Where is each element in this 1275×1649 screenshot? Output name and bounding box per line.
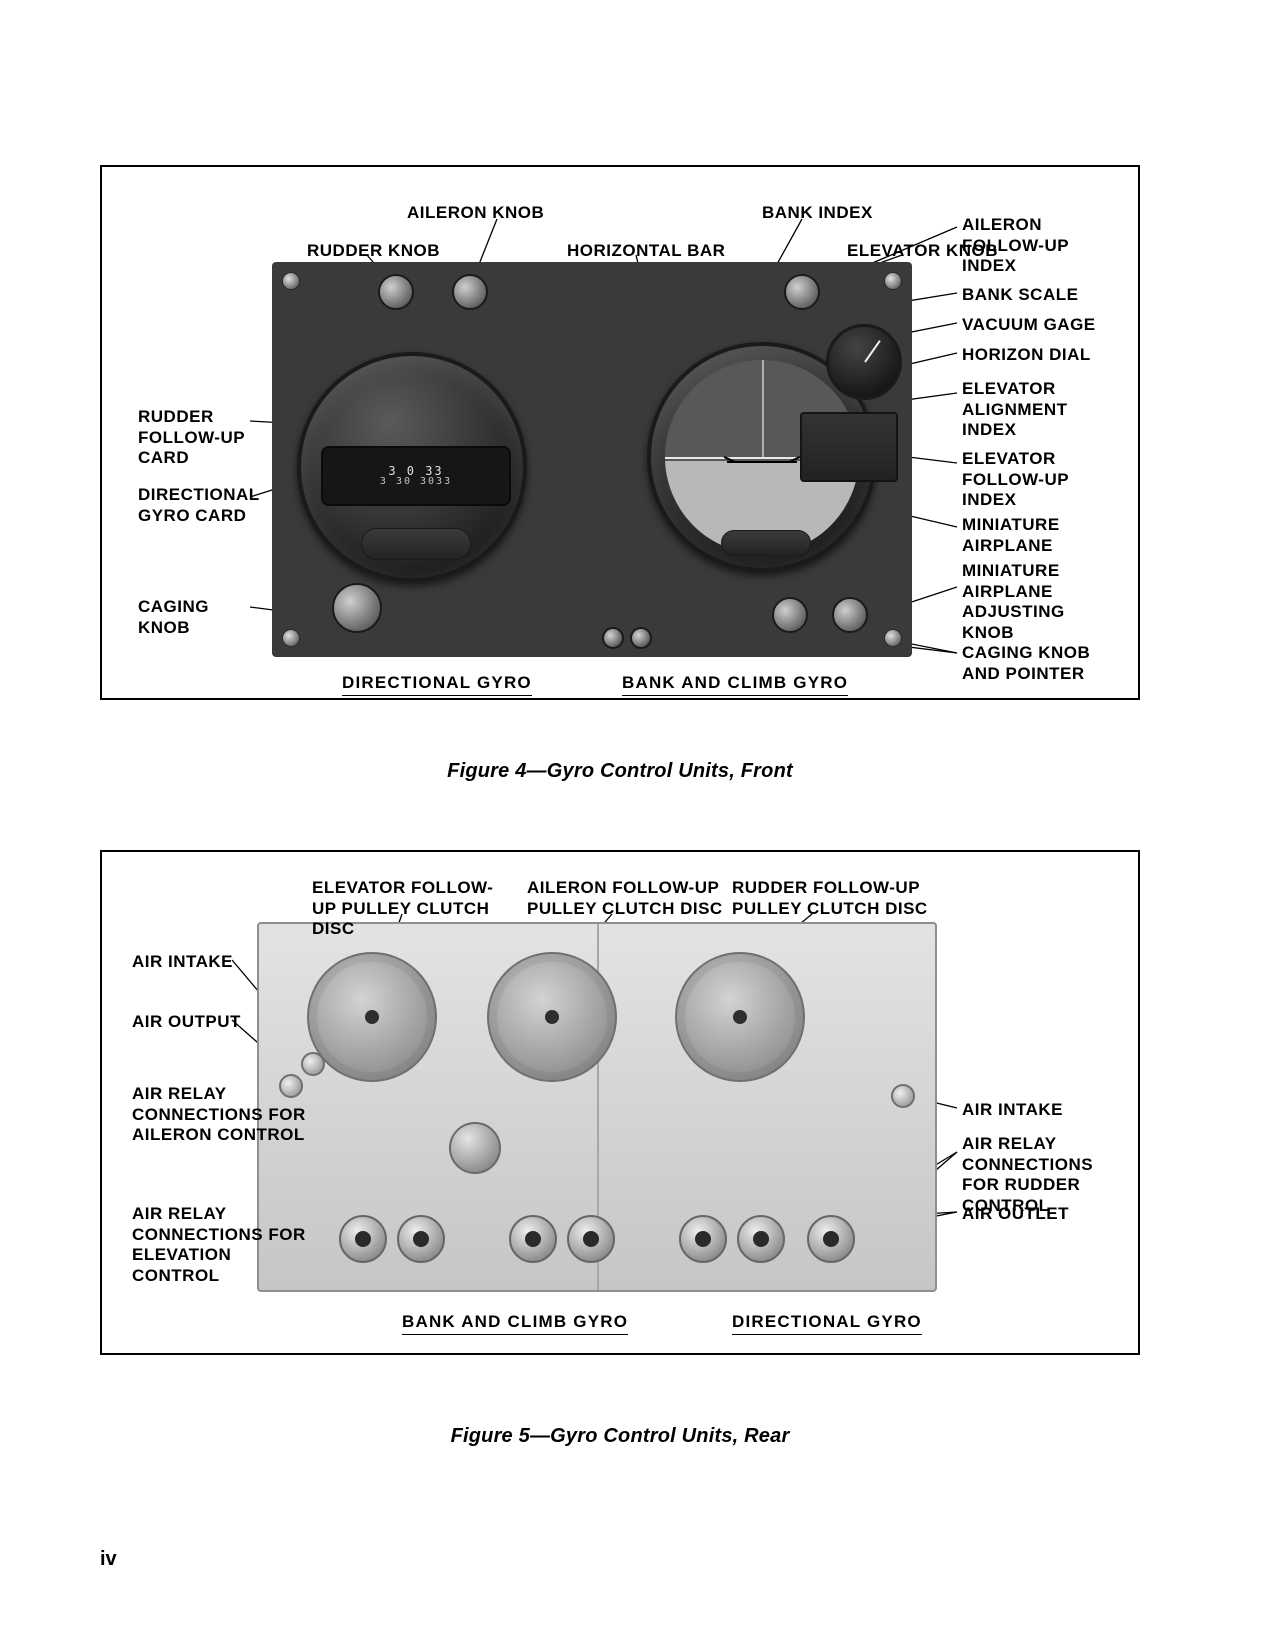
label-elev-disc: ELEVATOR FOLLOW-UP PULLEY CLUTCH DISC [312,878,512,940]
port-row-2 [509,1210,615,1268]
elevator-followup-disc [307,952,437,1082]
label-mini-airplane: MINIATURE AIRPLANE [962,515,1112,556]
figure-4-box: 3 0 33 3 30 3033 [100,165,1140,700]
label-elev-align: ELEVATOR ALIGNMENT INDEX [962,379,1112,441]
air-intake-right [891,1084,915,1108]
directional-gyro-card: 3 0 33 3 30 3033 [321,446,511,506]
mini-airplane-adjust-knob [832,597,868,633]
port-icon [339,1215,387,1263]
label-horizontal-bar: HORIZONTAL BAR [567,241,725,262]
figure-4-caption: Figure 4—Gyro Control Units, Front [100,760,1140,783]
figure-5-box: ELEVATOR FOLLOW-UP PULLEY CLUTCH DISC AI… [100,850,1140,1355]
port-icon [567,1215,615,1263]
rudder-followup-disc [675,952,805,1082]
label-air-relay-elev: AIR RELAY CONNECTIONS FOR ELEVATION CONT… [132,1204,322,1287]
port-icon [679,1215,727,1263]
label-rudder-knob: RUDDER KNOB [307,241,440,262]
label-caging-knob-pointer: CAGING KNOB AND POINTER [962,643,1132,684]
center-fitting [449,1122,501,1174]
caging-knob-right [772,597,808,633]
label-bank-scale: BANK SCALE [962,285,1078,306]
figure-5-caption: Figure 5—Gyro Control Units, Rear [100,1425,1140,1448]
elevator-knob-icon [784,274,820,310]
mini-knob-icon [630,627,652,649]
bank-index-icon [762,360,764,457]
caption-prefix: Figure 4— [447,760,547,782]
vacuum-gage [826,324,902,400]
label-air-output: AIR OUTPUT [132,1012,241,1033]
emblem-icon [361,528,471,560]
fig5-bottom-right: DIRECTIONAL GYRO [732,1312,922,1332]
label-air-intake-l: AIR INTAKE [132,952,233,973]
page: 3 0 33 3 30 3033 [60,60,1215,1589]
gage-ticks-icon [837,335,891,389]
data-plate-icon [800,412,898,482]
fig4-instrument-panel: 3 0 33 3 30 3033 [272,262,912,657]
port-icon [397,1215,445,1263]
caption-title: Gyro Control Units, Rear [550,1425,789,1447]
caption-title: Gyro Control Units, Front [547,760,793,782]
screw-icon [884,629,902,647]
center-knob-pair [602,627,652,649]
page-number: iv [100,1548,117,1571]
screw-icon [884,272,902,290]
aileron-knob-icon [452,274,488,310]
caption-prefix: Figure 5— [451,1425,551,1447]
port-icon [807,1215,855,1263]
label-bank-index: BANK INDEX [762,203,873,224]
screw-icon [282,629,300,647]
caging-knob-left [332,583,382,633]
fig5-bottom-left: BANK AND CLIMB GYRO [402,1312,628,1332]
mini-knob-icon [602,627,624,649]
port-icon [509,1215,557,1263]
label-air-intake-r: AIR INTAKE [962,1100,1063,1121]
label-ail-disc: AILERON FOLLOW-UP PULLEY CLUTCH DISC [527,878,727,919]
label-directional-gyro-card: DIRECTIONAL GYRO CARD [138,485,278,526]
rudder-knob-icon [378,274,414,310]
label-caging-knob: CAGING KNOB [138,597,248,638]
label-air-outlet: AIR OUTLET [962,1204,1069,1225]
directional-gyro-dial: 3 0 33 3 30 3033 [297,352,527,582]
aileron-followup-disc [487,952,617,1082]
label-rud-disc: RUDDER FOLLOW-UP PULLEY CLUTCH DISC [732,878,932,919]
label-air-relay-ail: AIR RELAY CONNECTIONS FOR AILERON CONTRO… [132,1084,312,1146]
label-aileron-followup-index: AILERON FOLLOW-UP INDEX [962,215,1112,277]
fig5-unit-body [257,922,937,1292]
fig4-bottom-left: DIRECTIONAL GYRO [342,673,532,693]
port-icon [737,1215,785,1263]
port-row-3 [679,1210,785,1268]
label-horizon-dial: HORIZON DIAL [962,345,1091,366]
miniature-airplane-icon [727,461,797,463]
label-aileron-knob: AILERON KNOB [407,203,544,224]
label-rudder-followup-card: RUDDER FOLLOW-UP CARD [138,407,258,469]
compass-row-2: 3 30 3033 [323,477,509,487]
fig4-bottom-right: BANK AND CLIMB GYRO [622,673,848,693]
screw-icon [282,272,300,290]
label-elev-followup: ELEVATOR FOLLOW-UP INDEX [962,449,1112,511]
label-vacuum-gage: VACUUM GAGE [962,315,1096,336]
air-intake-left [301,1052,325,1076]
label-mini-airplane-adj: MINIATURE AIRPLANE ADJUSTING KNOB [962,561,1112,644]
port-row-4 [807,1210,855,1268]
port-row-1 [339,1210,445,1268]
emblem-icon [721,530,811,556]
